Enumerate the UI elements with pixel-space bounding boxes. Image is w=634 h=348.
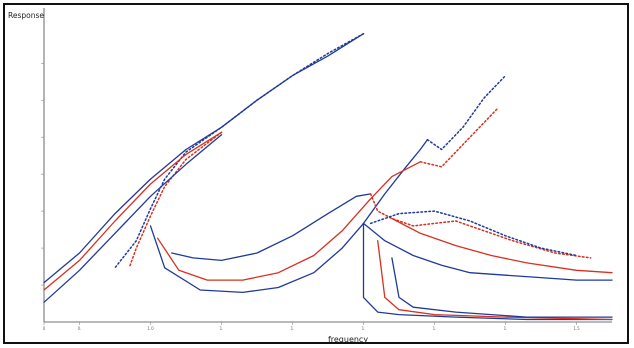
x-tick-label: 0. [78,326,82,331]
series-line [369,193,592,259]
series-line [391,257,613,318]
curves-group [43,32,613,321]
series-line [171,193,372,262]
series-line [369,210,578,257]
series-line [391,217,613,274]
series-line [128,131,223,269]
series-line [362,222,613,321]
series-line [43,131,223,291]
series-line [426,74,507,151]
series-line [43,33,365,284]
series-line [156,161,421,281]
labels-group: Response frequency [8,11,368,344]
chart-frame [3,3,629,344]
axes-group: 0 0. 1.0 1. 1. 1. 1. 1. 1.5 [41,8,612,331]
series-line [114,32,365,269]
series-line [362,222,613,281]
y-axis-label: Response [8,11,44,20]
series-line [149,139,429,294]
x-tick-label: 1. [291,326,295,331]
series-line [43,134,223,303]
x-tick-label: 1. [220,326,224,331]
x-tick-label: 1. [433,326,437,331]
x-tick-label: 1. [504,326,508,331]
series-line [419,106,500,168]
x-tick-label: 1.5 [573,326,580,331]
x-axis-label: frequency [328,335,368,344]
x-tick-label: 1.0 [147,326,154,331]
x-tick-label: 0 [43,326,46,331]
x-tick-label: 1. [362,326,366,331]
